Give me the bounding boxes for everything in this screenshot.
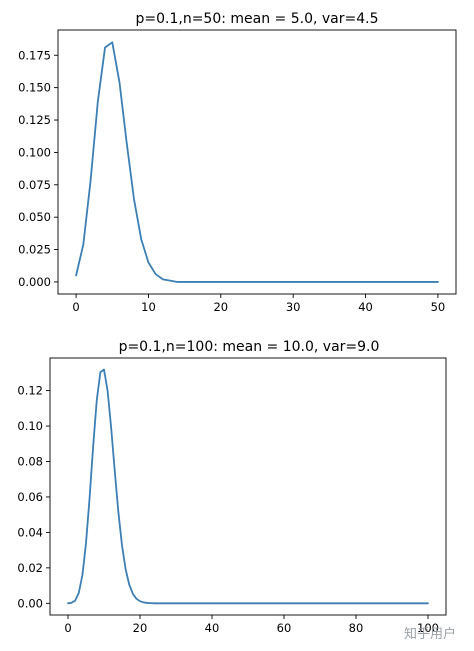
x-tick-label: 0 [64, 621, 71, 635]
x-tick-label: 50 [431, 300, 446, 314]
x-tick-label: 40 [358, 300, 373, 314]
y-tick-label: 0.075 [18, 178, 51, 192]
y-tick-label: 0.000 [18, 275, 51, 289]
x-tick-label: 80 [349, 621, 364, 635]
x-tick-label: 100 [417, 621, 439, 635]
x-tick-label: 30 [286, 300, 301, 314]
x-tick-label: 60 [277, 621, 292, 635]
y-tick-label: 0.06 [17, 490, 43, 504]
x-tick-label: 20 [133, 621, 148, 635]
y-tick-label: 0.04 [17, 525, 43, 539]
chart-title: p=0.1,n=50: mean = 5.0, var=4.5 [135, 11, 378, 27]
watermark-text: 知乎用户 [404, 626, 456, 642]
x-tick-label: 40 [205, 621, 220, 635]
axes-frame [49, 357, 447, 616]
chart-binomial-n50: p=0.1,n=50: mean = 5.0, var=4.5 0 10 20 30 4… [18, 11, 457, 314]
chart-title: p=0.1,n=100: mean = 10.0, var=9.0 [119, 339, 380, 355]
y-tick-label: 0.025 [18, 243, 51, 257]
chart-binomial-n100: p=0.1,n=100: mean = 10.0, var=9.0 0 20 40 6… [17, 339, 447, 635]
axis-ticks: 0 10 20 30 40 50 0.000 0.025 0.050 0.075 0.100 0.12… [18, 48, 445, 314]
y-tick-label: 0.12 [17, 384, 43, 398]
axes-frame [57, 29, 457, 295]
y-tick-label: 0.150 [18, 81, 51, 95]
axis-ticks: 0 20 40 60 80 100 0.00 0.02 0.04 0.06 0.08 0.10 0.12 [17, 384, 439, 635]
y-tick-label: 0.08 [17, 455, 43, 469]
series-line [67, 368, 429, 605]
y-tick-label: 0.125 [18, 113, 51, 127]
plot-area [67, 368, 429, 605]
x-tick-label: 20 [213, 300, 228, 314]
y-tick-label: 0.100 [18, 145, 51, 159]
y-tick-label: 0.02 [17, 561, 43, 575]
series-line [75, 41, 439, 283]
y-tick-label: 0.175 [18, 48, 51, 62]
y-tick-label: 0.10 [17, 419, 43, 433]
y-tick-label: 0.00 [17, 596, 43, 610]
x-tick-label: 10 [141, 300, 156, 314]
plot-area [75, 41, 439, 283]
y-tick-label: 0.050 [18, 210, 51, 224]
x-tick-label: 0 [72, 300, 79, 314]
